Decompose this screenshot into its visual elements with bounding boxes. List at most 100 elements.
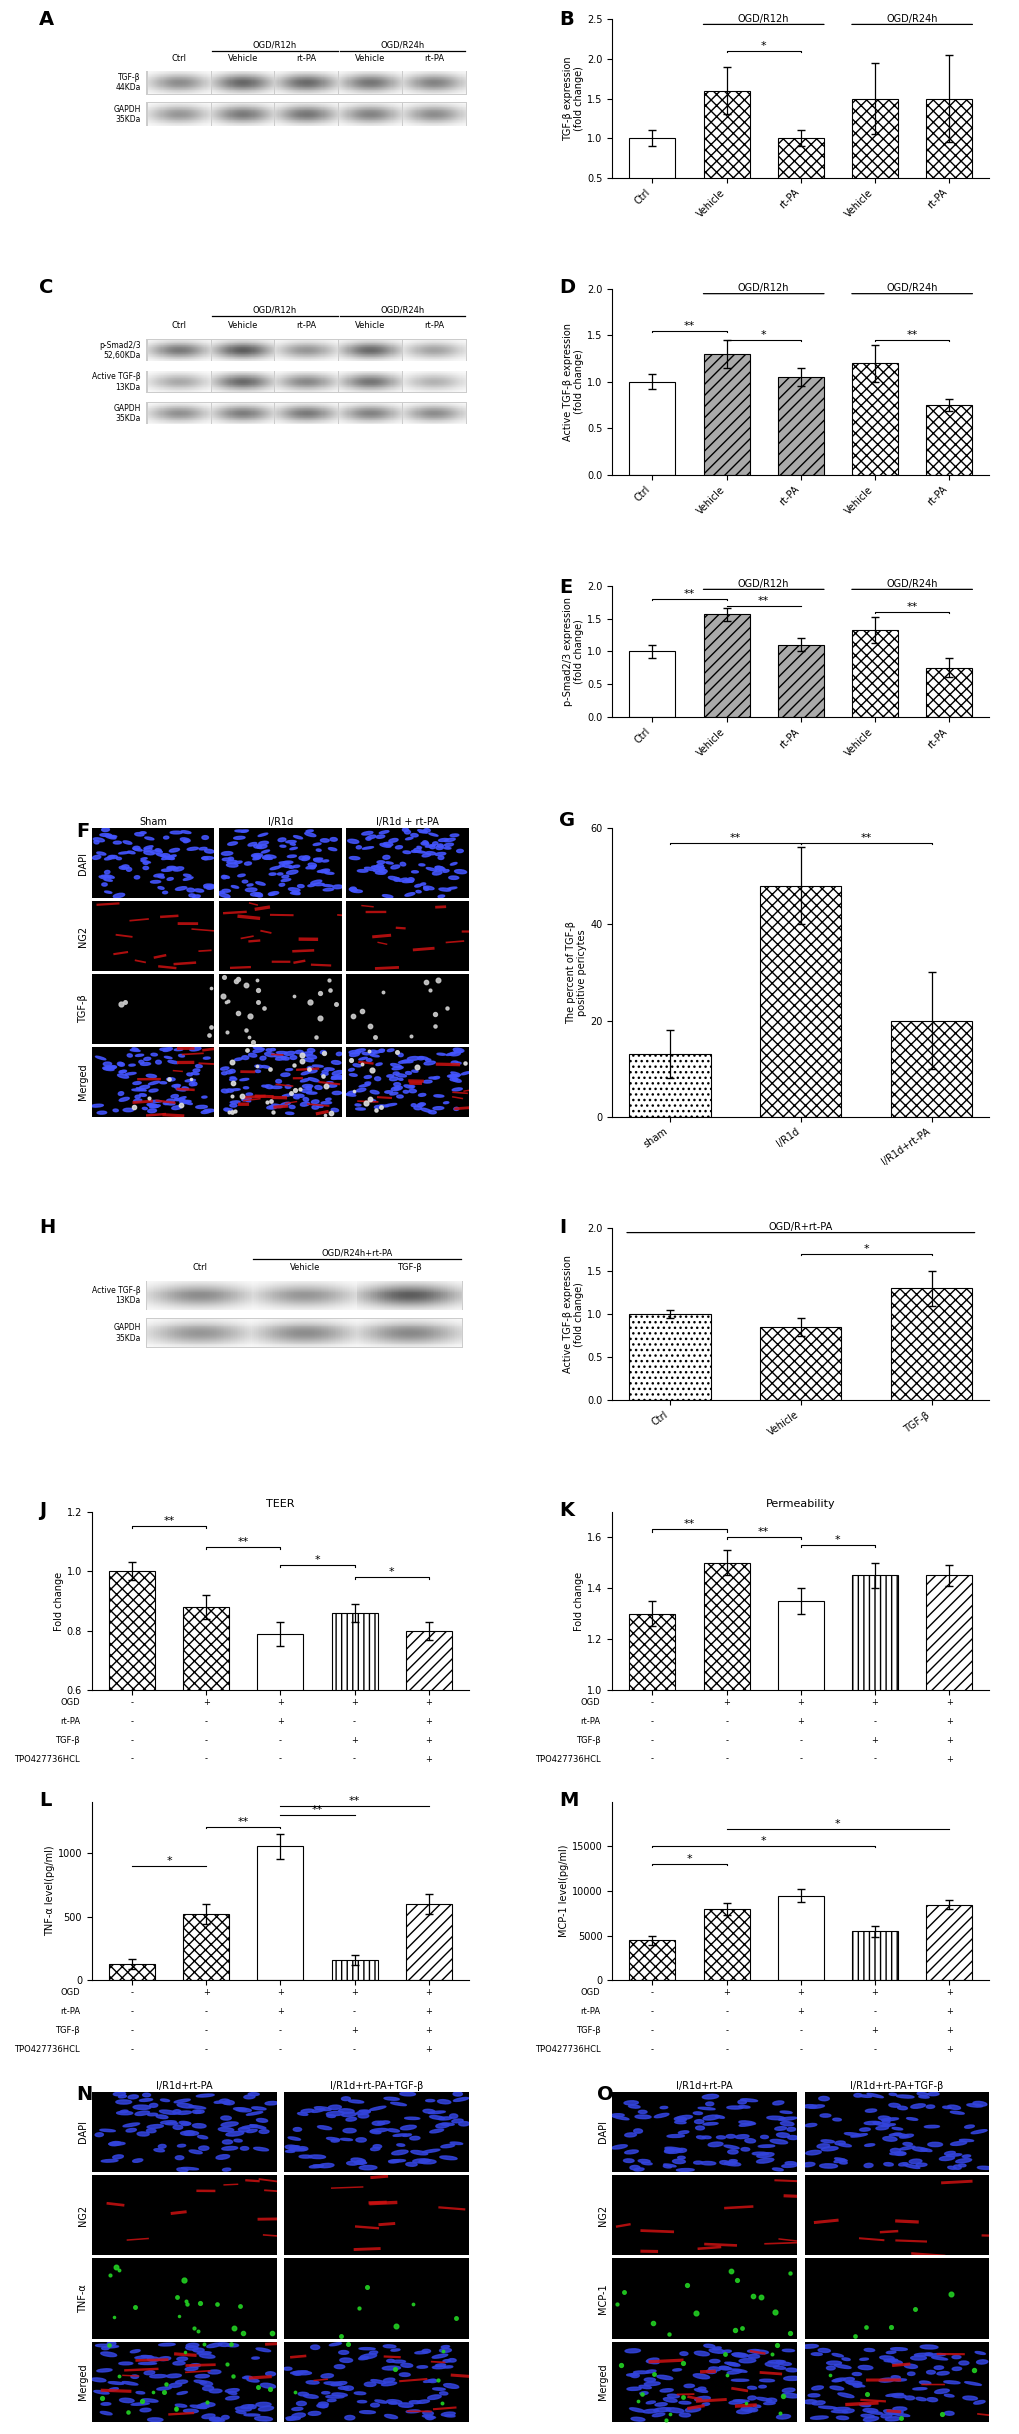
Ellipse shape — [400, 2363, 413, 2368]
Ellipse shape — [398, 2402, 413, 2407]
Ellipse shape — [406, 2161, 417, 2166]
Y-axis label: DAPI: DAPI — [77, 2120, 88, 2144]
Ellipse shape — [311, 881, 321, 884]
Ellipse shape — [171, 1095, 178, 1098]
Ellipse shape — [201, 1110, 211, 1112]
Ellipse shape — [964, 2383, 980, 2385]
Text: +: + — [797, 1699, 803, 1706]
Ellipse shape — [204, 884, 214, 888]
Ellipse shape — [282, 1093, 292, 1098]
Ellipse shape — [910, 2103, 924, 2108]
Text: -: - — [130, 2008, 133, 2015]
Ellipse shape — [292, 2371, 311, 2376]
Ellipse shape — [878, 2378, 894, 2383]
Ellipse shape — [782, 2388, 794, 2393]
Ellipse shape — [324, 2383, 342, 2385]
Ellipse shape — [107, 2342, 116, 2346]
Bar — [777, 645, 823, 716]
Ellipse shape — [94, 840, 99, 845]
Ellipse shape — [275, 1056, 285, 1061]
Ellipse shape — [389, 1093, 397, 1095]
Ellipse shape — [269, 1105, 274, 1110]
Ellipse shape — [299, 2154, 312, 2159]
Ellipse shape — [189, 2105, 206, 2108]
Ellipse shape — [350, 886, 356, 891]
Ellipse shape — [252, 2108, 266, 2110]
Ellipse shape — [183, 2410, 198, 2412]
Ellipse shape — [880, 2125, 895, 2127]
Ellipse shape — [317, 2405, 327, 2407]
Ellipse shape — [359, 1083, 370, 1088]
Ellipse shape — [419, 2159, 435, 2164]
Ellipse shape — [118, 1093, 123, 1095]
Text: OGD/R12h: OGD/R12h — [253, 41, 297, 49]
Ellipse shape — [643, 2410, 658, 2412]
Ellipse shape — [150, 2376, 167, 2378]
Ellipse shape — [177, 2393, 187, 2395]
Ellipse shape — [961, 2154, 970, 2157]
Ellipse shape — [323, 888, 333, 891]
Ellipse shape — [351, 2159, 365, 2164]
Y-axis label: Fold change: Fold change — [574, 1572, 584, 1631]
Ellipse shape — [225, 1071, 232, 1073]
Ellipse shape — [679, 2402, 690, 2405]
Ellipse shape — [228, 857, 233, 859]
Ellipse shape — [132, 847, 142, 852]
Text: +: + — [945, 2008, 952, 2015]
Ellipse shape — [291, 891, 300, 893]
Ellipse shape — [381, 2383, 396, 2385]
Ellipse shape — [388, 2159, 406, 2161]
Ellipse shape — [334, 1076, 342, 1078]
Ellipse shape — [693, 2373, 709, 2378]
Text: OGD/R24h+rt-PA: OGD/R24h+rt-PA — [321, 1249, 392, 1258]
Ellipse shape — [230, 1100, 239, 1103]
Ellipse shape — [181, 2122, 191, 2125]
Text: rt-PA: rt-PA — [297, 321, 317, 331]
Ellipse shape — [195, 2376, 209, 2378]
Ellipse shape — [400, 2125, 416, 2130]
Ellipse shape — [428, 1110, 436, 1115]
Ellipse shape — [403, 1090, 408, 1093]
Ellipse shape — [158, 876, 164, 879]
Ellipse shape — [331, 1076, 340, 1078]
Ellipse shape — [306, 1086, 311, 1090]
Ellipse shape — [143, 2093, 151, 2096]
Ellipse shape — [422, 2415, 435, 2417]
Ellipse shape — [951, 2356, 960, 2359]
Text: +: + — [277, 1989, 283, 1998]
Ellipse shape — [912, 2147, 926, 2152]
Ellipse shape — [186, 888, 195, 891]
Ellipse shape — [379, 830, 388, 835]
Ellipse shape — [785, 2161, 796, 2164]
Ellipse shape — [339, 2359, 353, 2363]
Ellipse shape — [410, 2137, 420, 2139]
Ellipse shape — [803, 2105, 816, 2108]
Ellipse shape — [234, 1059, 243, 1061]
Ellipse shape — [163, 1047, 172, 1051]
Ellipse shape — [893, 2132, 907, 2137]
Ellipse shape — [764, 2363, 779, 2366]
Ellipse shape — [121, 864, 129, 869]
Ellipse shape — [135, 2356, 152, 2359]
Ellipse shape — [329, 2344, 341, 2346]
Ellipse shape — [421, 1107, 431, 1112]
Ellipse shape — [202, 835, 208, 840]
Ellipse shape — [245, 862, 252, 864]
Ellipse shape — [144, 2371, 155, 2376]
Ellipse shape — [750, 2349, 767, 2354]
Ellipse shape — [113, 2091, 125, 2096]
Bar — [183, 1606, 229, 1869]
Ellipse shape — [769, 2139, 787, 2144]
Ellipse shape — [279, 864, 284, 867]
Bar — [406, 1631, 451, 1869]
Title: I/R1d+rt-PA+TGF-β: I/R1d+rt-PA+TGF-β — [329, 2081, 423, 2091]
Ellipse shape — [247, 2113, 263, 2115]
Ellipse shape — [432, 842, 437, 845]
Ellipse shape — [403, 828, 409, 832]
Ellipse shape — [172, 1086, 180, 1088]
Ellipse shape — [204, 886, 214, 888]
Ellipse shape — [123, 840, 131, 845]
Ellipse shape — [723, 2144, 739, 2149]
Ellipse shape — [376, 864, 383, 867]
Ellipse shape — [624, 2149, 638, 2154]
